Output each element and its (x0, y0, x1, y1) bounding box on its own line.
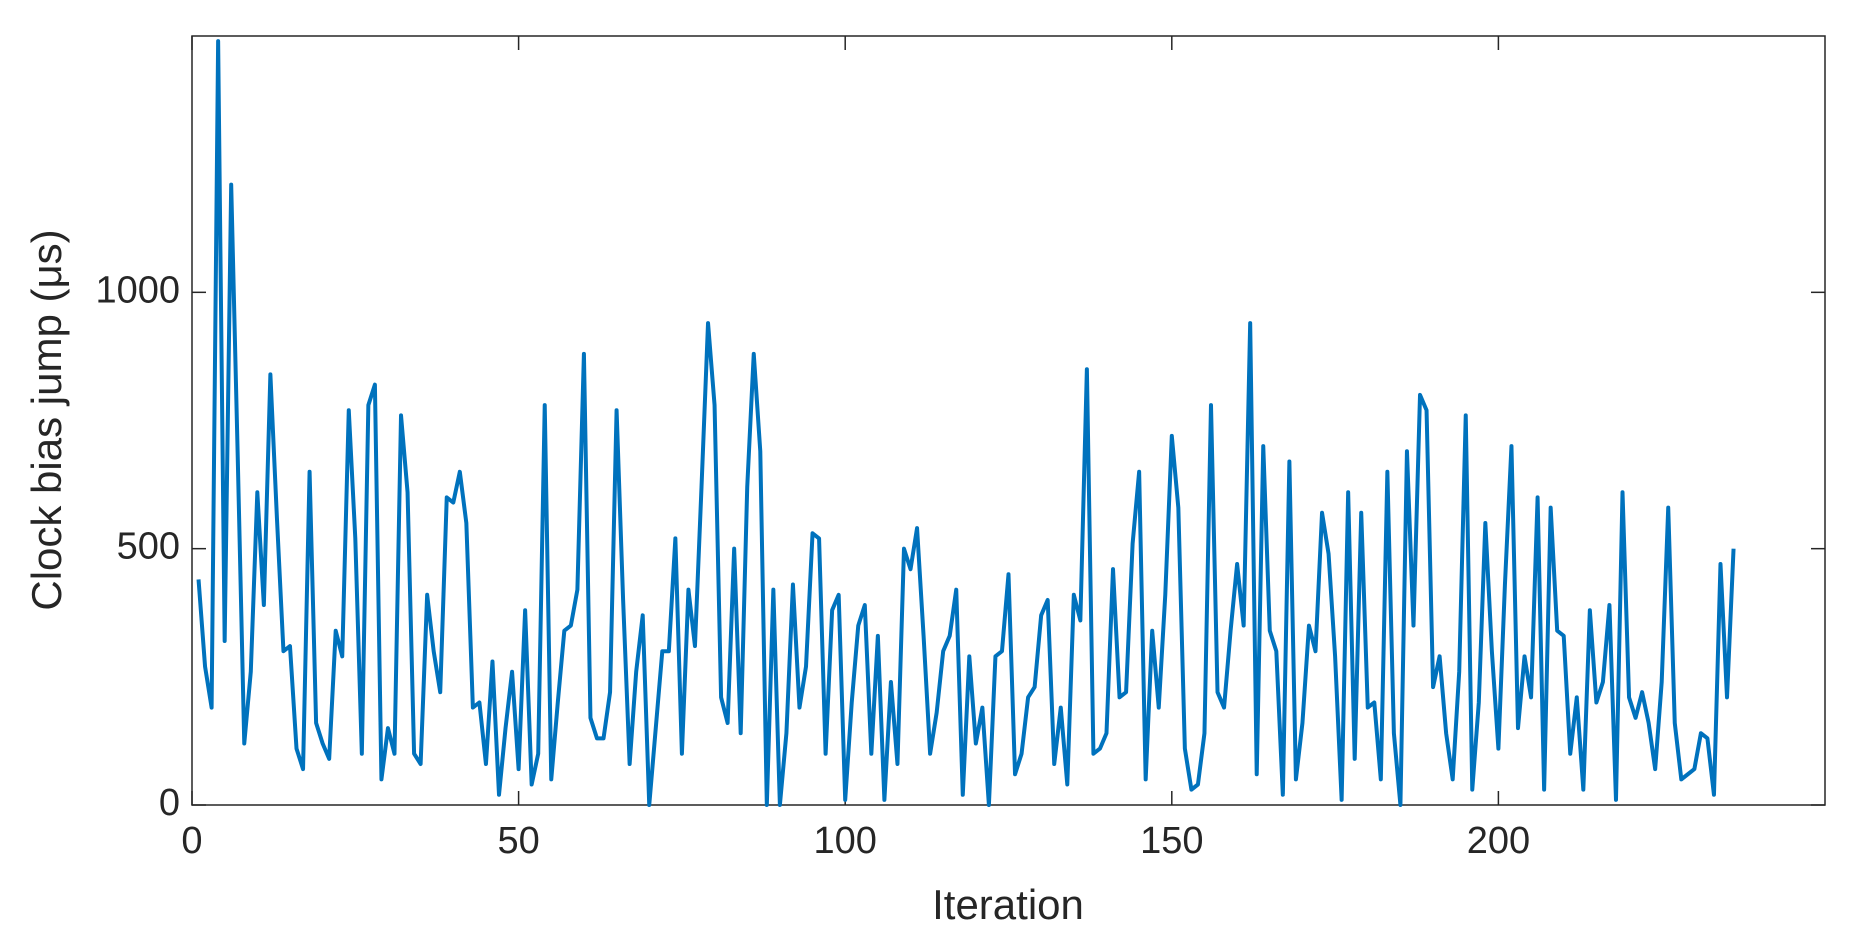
x-tick-label: 100 (813, 820, 876, 862)
y-tick-label: 1000 (95, 269, 180, 311)
y-tick-label: 0 (159, 782, 180, 824)
plot-frame (191, 35, 1826, 806)
x-tick-label: 150 (1140, 820, 1203, 862)
x-axis-label: Iteration (932, 881, 1084, 928)
x-tick-label: 50 (497, 820, 539, 862)
data-line (196, 39, 1736, 807)
x-tick-label: 0 (181, 820, 202, 862)
y-tick-label: 500 (117, 526, 180, 568)
y-axis-label: Clock bias jump (μs) (23, 229, 70, 610)
x-tick-label: 200 (1467, 820, 1530, 862)
